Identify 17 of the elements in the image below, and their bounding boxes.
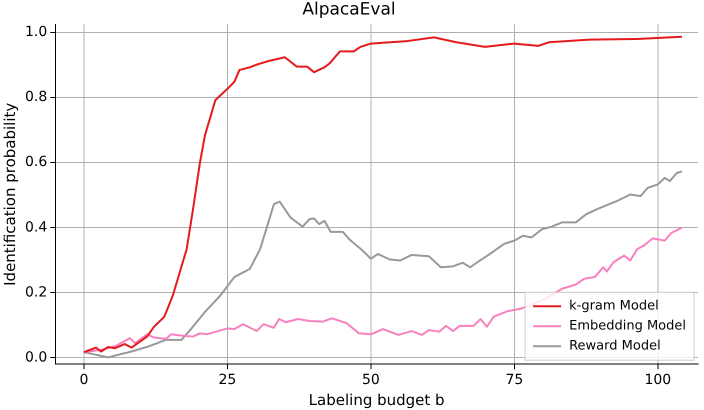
x-tick-label: 50: [362, 372, 380, 388]
y-tick-label: 0.8: [25, 89, 48, 106]
y-tick-label: 0.6: [25, 154, 48, 170]
x-tick-label: 25: [218, 372, 236, 388]
x-tick-label: 100: [644, 372, 672, 388]
y-tick-label: 1.0: [25, 24, 48, 40]
chart-title: AlpacaEval: [302, 0, 396, 20]
legend-label: Embedding Model: [569, 318, 686, 334]
x-tick-label: 75: [505, 372, 524, 388]
legend-label: Reward Model: [569, 338, 661, 354]
y-tick-label: 0.2: [25, 284, 48, 300]
y-tick-label: 0.0: [25, 349, 48, 366]
y-tick-label: 0.4: [25, 219, 48, 236]
legend-label: k-gram Model: [569, 298, 659, 314]
y-axis-title: Identification probability: [0, 102, 19, 286]
x-axis-title: Labeling budget b: [308, 390, 445, 409]
x-tick-label: 0: [79, 372, 88, 388]
